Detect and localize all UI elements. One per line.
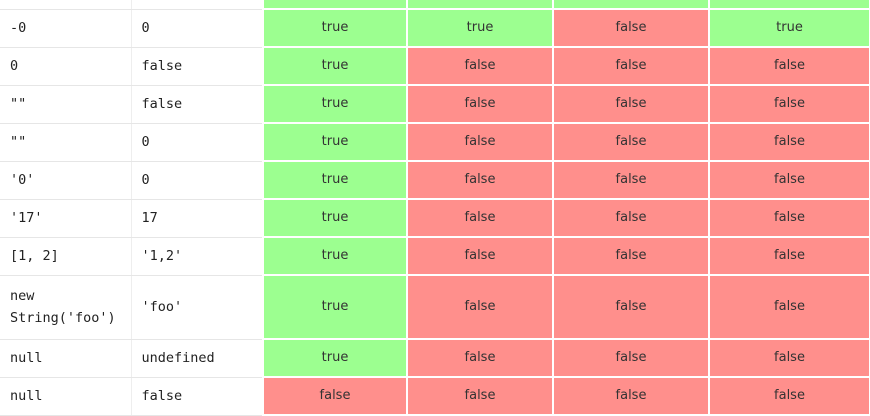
- result-cell-object-is: false: [552, 160, 710, 200]
- result-cell-object-is: false: [552, 84, 710, 124]
- operand-y-cell: false: [131, 377, 264, 416]
- result-cell-loose-equality: true: [262, 46, 408, 86]
- operand-x-cell: [0, 0, 132, 10]
- result-cell-object-is: false: [552, 338, 710, 378]
- result-cell-loose-equality: [262, 0, 408, 10]
- result-cell-strict-equality: false: [406, 160, 554, 200]
- operand-y-cell: 0: [131, 123, 264, 162]
- result-cell-loose-equality: true: [262, 274, 408, 340]
- result-cell-object-is: false: [552, 122, 710, 162]
- operand-y-cell: false: [131, 47, 264, 86]
- result-cell-loose-equality: true: [262, 122, 408, 162]
- result-cell-object-is: false: [552, 236, 710, 276]
- result-cell-loose-equality: true: [262, 160, 408, 200]
- table-row: -0 0 true true false true: [0, 8, 870, 48]
- result-cell-strict-equality: false: [406, 198, 554, 238]
- result-cell-same-value-zero: [708, 0, 870, 10]
- result-cell-object-is: [552, 0, 710, 10]
- result-cell-loose-equality: true: [262, 338, 408, 378]
- operand-x-cell: null: [0, 339, 132, 378]
- operand-y-cell: undefined: [131, 339, 264, 378]
- result-cell-same-value-zero: false: [708, 274, 870, 340]
- result-cell-strict-equality: false: [406, 274, 554, 340]
- result-cell-loose-equality: true: [262, 236, 408, 276]
- table-row: null false false false false false: [0, 376, 870, 416]
- result-cell-strict-equality: false: [406, 376, 554, 416]
- operand-x-cell: [1, 2]: [0, 237, 132, 276]
- table-row: '0' 0 true false false false: [0, 160, 870, 200]
- result-cell-object-is: false: [552, 46, 710, 86]
- table-row: null undefined true false false false: [0, 338, 870, 378]
- table-row: '17' 17 true false false false: [0, 198, 870, 238]
- operand-y-cell: [131, 0, 264, 10]
- operand-y-cell: '1,2': [131, 237, 264, 276]
- operand-x-cell: -0: [0, 9, 132, 48]
- table-row: "" false true false false false: [0, 84, 870, 124]
- result-cell-strict-equality: [406, 0, 554, 10]
- result-cell-object-is: false: [552, 198, 710, 238]
- result-cell-loose-equality: true: [262, 84, 408, 124]
- result-cell-loose-equality: true: [262, 8, 408, 48]
- result-cell-same-value-zero: false: [708, 236, 870, 276]
- result-cell-strict-equality: false: [406, 122, 554, 162]
- result-cell-same-value-zero: false: [708, 338, 870, 378]
- table-row: 0 false true false false false: [0, 46, 870, 86]
- result-cell-same-value-zero: true: [708, 8, 870, 48]
- operand-x-cell: "": [0, 123, 132, 162]
- operand-y-cell: 0: [131, 9, 264, 48]
- result-cell-object-is: false: [552, 376, 710, 416]
- table-row: "" 0 true false false false: [0, 122, 870, 162]
- operand-x-cell: null: [0, 377, 132, 416]
- operand-x-cell: '0': [0, 161, 132, 200]
- result-cell-object-is: false: [552, 8, 710, 48]
- table-row: new String('foo') 'foo' true false false…: [0, 274, 870, 340]
- result-cell-same-value-zero: false: [708, 84, 870, 124]
- result-cell-strict-equality: false: [406, 338, 554, 378]
- operand-y-cell: false: [131, 85, 264, 124]
- result-cell-same-value-zero: false: [708, 122, 870, 162]
- operand-x-cell: 0: [0, 47, 132, 86]
- operand-x-cell: new String('foo'): [0, 275, 132, 340]
- result-cell-same-value-zero: false: [708, 198, 870, 238]
- operand-y-cell: 0: [131, 161, 264, 200]
- result-cell-loose-equality: true: [262, 198, 408, 238]
- result-cell-object-is: false: [552, 274, 710, 340]
- result-cell-same-value-zero: false: [708, 376, 870, 416]
- operand-y-cell: 17: [131, 199, 264, 238]
- table-row: [0, 0, 870, 10]
- result-cell-strict-equality: false: [406, 46, 554, 86]
- operand-x-cell: "": [0, 85, 132, 124]
- result-cell-strict-equality: true: [406, 8, 554, 48]
- result-cell-loose-equality: false: [262, 376, 408, 416]
- result-cell-strict-equality: false: [406, 84, 554, 124]
- result-cell-strict-equality: false: [406, 236, 554, 276]
- operand-y-cell: 'foo': [131, 275, 264, 340]
- result-cell-same-value-zero: false: [708, 160, 870, 200]
- table-row: [1, 2] '1,2' true false false false: [0, 236, 870, 276]
- operand-x-cell: '17': [0, 199, 132, 238]
- result-cell-same-value-zero: false: [708, 46, 870, 86]
